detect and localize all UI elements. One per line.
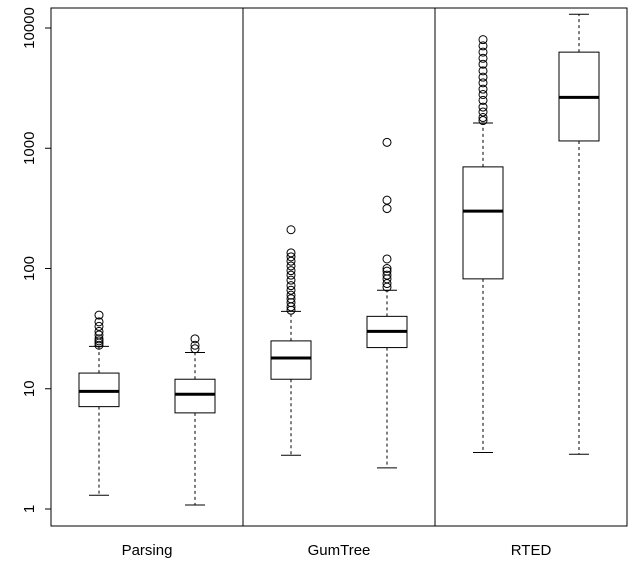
outlier-point	[382, 254, 392, 264]
iqr-box	[462, 166, 504, 280]
outlier-point	[382, 137, 392, 147]
iqr-box	[78, 372, 120, 408]
outlier-point	[286, 248, 296, 258]
y-tick-label: 1	[21, 505, 38, 513]
outlier-point	[286, 266, 296, 276]
outlier-point	[94, 321, 104, 331]
outlier-point	[94, 334, 104, 344]
outlier-point	[478, 84, 488, 94]
category-labels: Parsing GumTree RTED	[122, 542, 552, 559]
iqr-box	[174, 378, 216, 414]
outlier-point	[286, 298, 296, 308]
outlier-point	[286, 281, 296, 291]
outlier-point	[286, 270, 296, 280]
y-tick-label: 10000	[21, 7, 38, 49]
outlier-point	[190, 344, 200, 354]
outlier-point	[382, 204, 392, 214]
outlier-point	[286, 275, 296, 285]
outlier-point	[286, 285, 296, 295]
outlier-point	[286, 290, 296, 300]
outlier-point	[382, 264, 392, 273]
iqr-box	[270, 340, 312, 380]
outlier-point	[286, 252, 296, 262]
outlier-point	[478, 72, 488, 82]
box-rted-2	[558, 13, 600, 455]
outlier-point	[478, 53, 488, 63]
outlier-point	[478, 89, 488, 99]
outlier-point	[190, 340, 200, 350]
plot-frame	[50, 7, 628, 527]
y-tick-label: 100	[21, 256, 38, 281]
outlier-point	[478, 47, 488, 57]
outlier-point	[478, 41, 488, 51]
outlier-point	[478, 95, 488, 105]
y-tick-label: 10	[21, 380, 38, 397]
outlier-point	[478, 66, 488, 76]
outlier-point	[286, 261, 296, 271]
outlier-point	[478, 107, 488, 117]
category-label-parsing: Parsing	[122, 542, 173, 559]
outlier-point	[382, 266, 392, 276]
outlier-point	[478, 113, 488, 123]
outlier-point	[478, 35, 488, 45]
box-gumtree-1	[270, 225, 312, 456]
outlier-point	[286, 294, 296, 304]
outlier-point	[478, 78, 488, 88]
outlier-point	[94, 326, 104, 336]
outlier-point	[478, 102, 488, 112]
box-gumtree-2	[366, 137, 408, 469]
category-label-gumtree: GumTree	[308, 542, 371, 559]
y-tick-label: 1000	[21, 132, 38, 165]
outlier-point	[94, 330, 104, 340]
outlier-point	[286, 225, 296, 235]
outlier-point	[190, 334, 200, 344]
plot-area	[50, 7, 628, 527]
outlier-point	[94, 317, 104, 327]
box-parsing-2	[174, 334, 216, 506]
outlier-point	[478, 59, 488, 69]
outlier-point	[382, 195, 392, 205]
outlier-point	[94, 310, 104, 320]
category-label-rted: RTED	[511, 542, 552, 559]
outlier-point	[382, 270, 392, 280]
box-rted-1	[462, 35, 504, 454]
y-axis: 1 10 100 1000 10000	[21, 7, 51, 513]
outlier-point	[94, 340, 104, 350]
box-parsing-1	[78, 310, 120, 496]
